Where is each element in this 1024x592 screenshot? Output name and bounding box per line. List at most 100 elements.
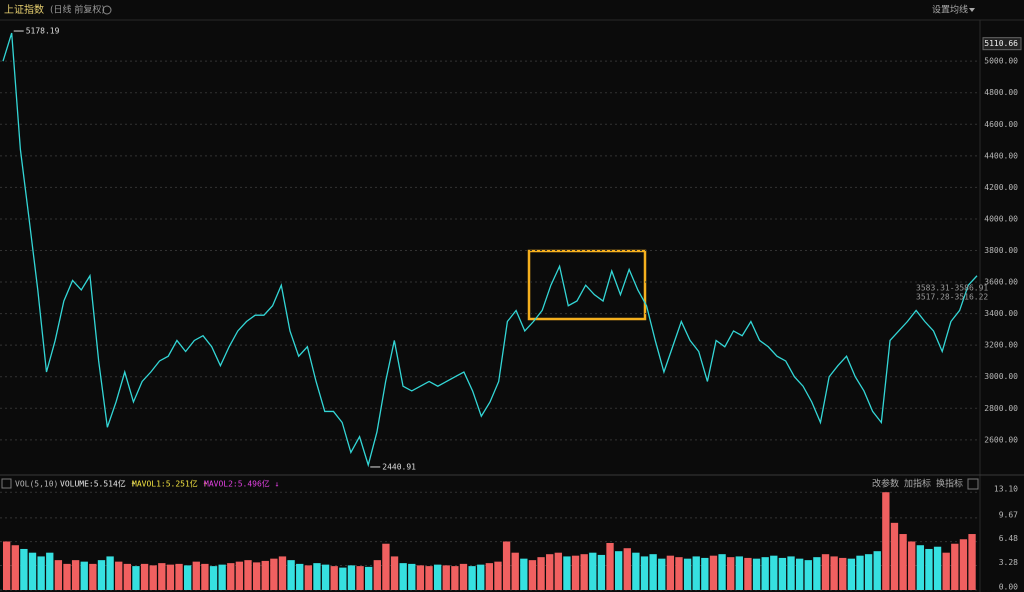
volume-bar [115,561,123,590]
volume-bar [209,566,218,590]
volume-bar [235,561,244,590]
vol-legend: MAVOL2:5.496亿 ↓ [204,479,279,489]
ma-settings[interactable]: 设置均线 [932,4,968,16]
volume-bar [795,558,804,590]
y-tick-label: 4400.00 [984,151,1018,160]
y-tick-label: 6.48 [999,534,1018,543]
volume-bar [511,552,519,590]
volume-bar [201,563,209,590]
y-tick-label: 2800.00 [984,404,1018,413]
volume-bar [468,566,476,590]
price-marker-box [982,37,1022,51]
volume-bar [252,562,261,590]
vol-title: VOL(5,10) [15,480,58,489]
volume-bar [494,561,502,590]
indicator-button[interactable]: 换指标 [936,478,963,490]
volume-bar [890,522,899,590]
y-tick-label: 3800.00 [984,246,1018,255]
volume-bar [804,560,812,590]
volume-bar [97,560,106,590]
volume-bar [477,564,485,590]
volume-bar [847,558,856,590]
volume-bar [80,561,88,590]
help-icon[interactable] [1,478,12,489]
volume-bar [640,556,649,590]
vol-legend: MAVOL1:5.251亿 ↑ [132,479,207,489]
charts: 2600.00 2800.00 3000.00 3200.00 3400.00 3600.… [0,27,1022,592]
volume-bar [365,566,373,590]
volume-bar [770,555,778,590]
volume-bar [442,565,450,590]
volume-bar [11,545,19,590]
volume-bar [321,564,330,590]
volume-bar [106,556,114,590]
period[interactable]: (日线 前复权) [50,4,105,16]
volume-bar [933,546,942,590]
volume-bar [709,555,718,590]
volume-bar [916,545,924,590]
volume-bar [899,534,907,590]
volume-bar [649,554,657,590]
volume-bar [701,557,709,590]
volume-bar [184,565,192,590]
y-tick-label: 5000.00 [984,57,1018,66]
y-tick-label: 3400.00 [984,309,1018,318]
volume-bar [502,541,511,590]
volume-bar [287,560,295,590]
volume-bar [718,554,726,590]
close-icon[interactable] [967,478,979,490]
volume-bar [925,548,933,590]
y-tick-label: 13.10 [994,485,1018,494]
volume-bar [89,563,97,590]
index-title[interactable]: 上证指数 [4,3,44,16]
volume-bar [356,566,364,590]
volume-bar [546,554,554,590]
volume-bar [942,552,950,590]
indicator-button[interactable]: 加指标 [904,478,931,490]
volume-bar [528,560,537,590]
y-tick-label: 4200.00 [984,183,1018,192]
volume-bar [416,565,425,590]
indicator-button[interactable]: 改参数 [872,478,899,490]
volume-bar [485,563,494,590]
volume-bar [882,492,890,590]
settings-icon[interactable] [102,5,112,15]
volume-bar [132,566,140,590]
volume-bar [675,557,683,590]
volume-bar [227,563,235,590]
price-line [2,32,978,468]
volume-bar [382,543,390,590]
volume-bar [296,563,304,590]
volume-bar [63,563,71,590]
volume-bar [683,558,692,590]
volume-bar [3,541,11,590]
y-tick-label: 3.28 [999,558,1018,567]
volume-bar [778,557,787,590]
volume-bar [563,556,571,590]
volume-bar [425,566,433,590]
volume-bar [959,539,968,590]
y-tick-label: 3200.00 [984,341,1018,350]
volume-bar [339,567,347,590]
price-marker: 5110.66 [984,39,1018,48]
volume-bar [571,555,580,590]
y-tick-label: 3000.00 [984,372,1018,381]
range-label: 3583.31-3586.91 [916,284,988,293]
volume-bar [166,564,175,590]
volume-bar [175,563,183,590]
volume-bar [589,552,597,590]
volume-bar [813,557,821,590]
volume-bar [951,543,959,590]
y-tick-label: 4600.00 [984,120,1018,129]
y-tick-label: 3600.00 [984,278,1018,287]
volume-bar [744,557,752,590]
volume-bar [752,558,761,590]
volume-bar [270,558,278,590]
volume-bar [830,556,838,590]
volume-bar [839,557,847,590]
y-tick-label: 9.67 [999,510,1018,519]
volume-bar [399,563,407,590]
dropdown-arrow[interactable] [969,8,975,12]
